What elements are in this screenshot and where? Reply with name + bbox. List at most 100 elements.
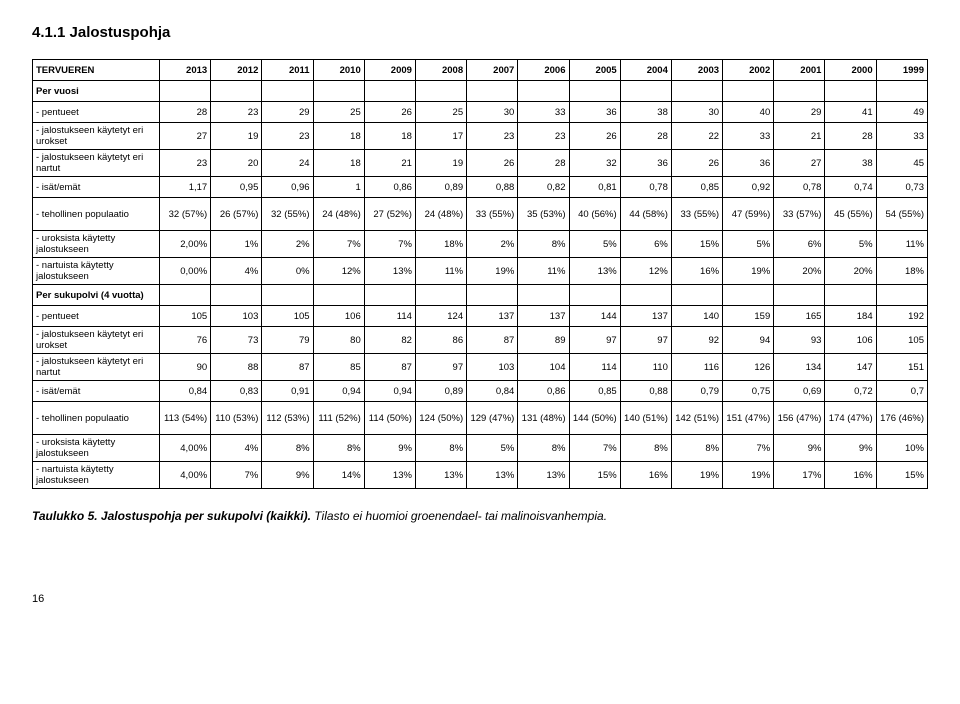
table-row: Per sukupolvi (4 vuotta) xyxy=(33,285,928,306)
data-cell: 7% xyxy=(364,231,415,258)
data-cell: 0,86 xyxy=(518,381,569,402)
data-cell: 26 xyxy=(569,123,620,150)
data-cell: 97 xyxy=(620,327,671,354)
data-cell: 0% xyxy=(262,258,313,285)
year-header: 2010 xyxy=(313,60,364,81)
table-row: - nartuista käytetty jalostukseen4,00%7%… xyxy=(33,462,928,489)
data-cell: 19% xyxy=(723,258,774,285)
data-cell: 0,94 xyxy=(313,381,364,402)
data-cell: 0,89 xyxy=(415,381,466,402)
data-cell: 104 xyxy=(518,354,569,381)
data-cell: 94 xyxy=(723,327,774,354)
data-cell xyxy=(467,81,518,102)
data-cell: 33 xyxy=(518,102,569,123)
data-cell: 137 xyxy=(620,306,671,327)
year-header: 2002 xyxy=(723,60,774,81)
data-cell: 36 xyxy=(723,150,774,177)
data-cell: 124 xyxy=(415,306,466,327)
data-cell xyxy=(723,285,774,306)
data-cell: 85 xyxy=(313,354,364,381)
data-cell: 142 (51%) xyxy=(671,402,722,435)
data-cell: 4,00% xyxy=(160,462,211,489)
row-label: - jalostukseen käytetyt eri urokset xyxy=(33,123,160,150)
data-cell: 25 xyxy=(313,102,364,123)
data-cell: 87 xyxy=(262,354,313,381)
year-header: 2011 xyxy=(262,60,313,81)
data-cell: 23 xyxy=(467,123,518,150)
data-cell: 25 xyxy=(415,102,466,123)
data-cell: 1,17 xyxy=(160,177,211,198)
data-cell: 38 xyxy=(825,150,876,177)
data-cell: 21 xyxy=(774,123,825,150)
row-label: - jalostukseen käytetyt eri nartut xyxy=(33,354,160,381)
data-cell: 114 xyxy=(569,354,620,381)
data-cell: 0,78 xyxy=(620,177,671,198)
data-cell xyxy=(415,81,466,102)
data-cell: 33 xyxy=(723,123,774,150)
data-cell: 0,85 xyxy=(671,177,722,198)
data-cell xyxy=(876,285,927,306)
data-cell xyxy=(671,81,722,102)
data-cell: 111 (52%) xyxy=(313,402,364,435)
data-cell: 8% xyxy=(518,435,569,462)
data-cell: 26 (57%) xyxy=(211,198,262,231)
data-cell: 17% xyxy=(774,462,825,489)
data-cell: 19% xyxy=(467,258,518,285)
data-cell: 45 xyxy=(876,150,927,177)
data-cell: 0,86 xyxy=(364,177,415,198)
data-cell xyxy=(671,285,722,306)
table-title-cell: TERVUEREN xyxy=(33,60,160,81)
data-cell: 151 (47%) xyxy=(723,402,774,435)
data-cell: 33 (55%) xyxy=(467,198,518,231)
data-cell: 22 xyxy=(671,123,722,150)
data-cell xyxy=(160,81,211,102)
data-cell: 103 xyxy=(467,354,518,381)
data-cell: 15% xyxy=(671,231,722,258)
data-cell: 23 xyxy=(160,150,211,177)
table-row: - pentueet282329252625303336383040294149 xyxy=(33,102,928,123)
data-cell: 24 xyxy=(262,150,313,177)
data-cell: 33 (55%) xyxy=(671,198,722,231)
year-header: 2009 xyxy=(364,60,415,81)
data-cell: 26 xyxy=(671,150,722,177)
table-row: - jalostukseen käytetyt eri urokset76737… xyxy=(33,327,928,354)
data-cell: 159 xyxy=(723,306,774,327)
data-cell: 0,74 xyxy=(825,177,876,198)
year-header: 2005 xyxy=(569,60,620,81)
data-cell xyxy=(262,81,313,102)
data-cell xyxy=(364,285,415,306)
data-cell: 147 xyxy=(825,354,876,381)
table-row: Per vuosi xyxy=(33,81,928,102)
data-cell: 28 xyxy=(825,123,876,150)
data-cell: 0,7 xyxy=(876,381,927,402)
data-cell: 14% xyxy=(313,462,364,489)
data-cell: 0,88 xyxy=(467,177,518,198)
data-cell: 93 xyxy=(774,327,825,354)
data-cell: 11% xyxy=(518,258,569,285)
row-label: - pentueet xyxy=(33,306,160,327)
row-label: - nartuista käytetty jalostukseen xyxy=(33,462,160,489)
year-header: 2006 xyxy=(518,60,569,81)
data-cell: 13% xyxy=(364,462,415,489)
table-row: - tehollinen populaatio32 (57%)26 (57%)3… xyxy=(33,198,928,231)
data-cell: 40 (56%) xyxy=(569,198,620,231)
data-cell: 7% xyxy=(723,435,774,462)
data-cell: 97 xyxy=(569,327,620,354)
data-cell: 16% xyxy=(620,462,671,489)
data-cell xyxy=(774,285,825,306)
data-cell: 13% xyxy=(364,258,415,285)
table-row: - pentueet105103105106114124137137144137… xyxy=(33,306,928,327)
caption-bold: Taulukko 5. Jalostuspohja per sukupolvi … xyxy=(32,509,311,523)
row-label: - nartuista käytetty jalostukseen xyxy=(33,258,160,285)
data-cell: 5% xyxy=(825,231,876,258)
data-cell: 11% xyxy=(415,258,466,285)
data-cell: 82 xyxy=(364,327,415,354)
year-header: 2013 xyxy=(160,60,211,81)
data-cell: 11% xyxy=(876,231,927,258)
data-cell: 9% xyxy=(825,435,876,462)
row-label: - isät/emät xyxy=(33,381,160,402)
data-cell: 134 xyxy=(774,354,825,381)
data-cell: 2% xyxy=(467,231,518,258)
data-cell: 28 xyxy=(620,123,671,150)
data-cell: 5% xyxy=(467,435,518,462)
